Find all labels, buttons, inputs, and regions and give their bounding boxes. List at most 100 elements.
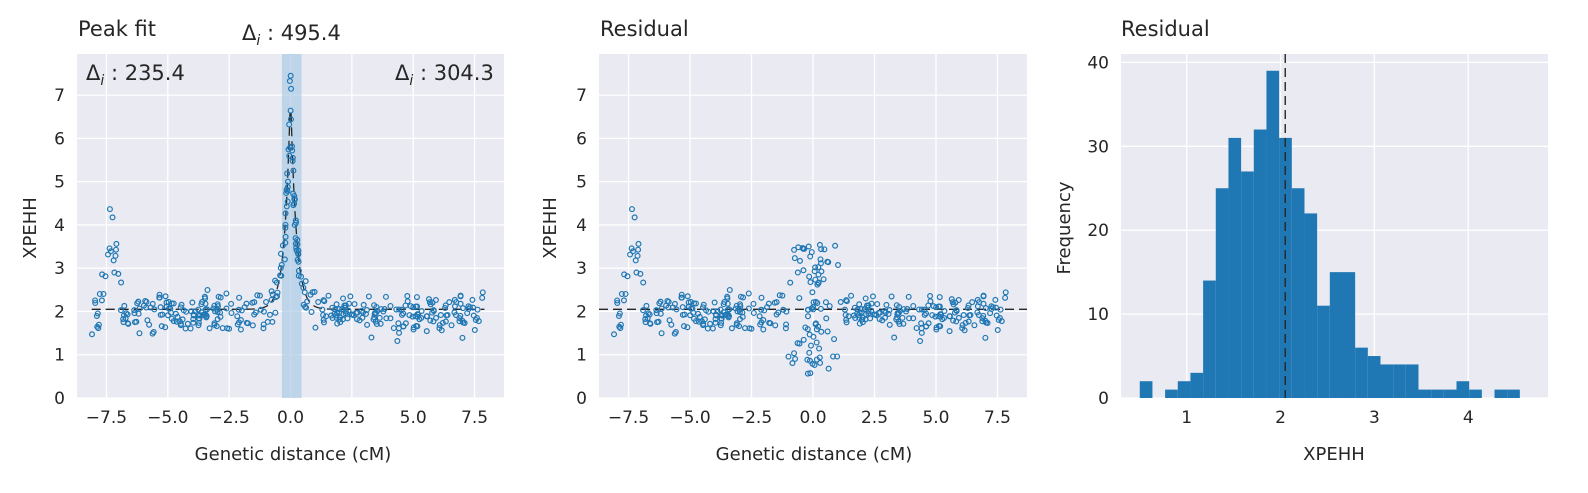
residual-point: [736, 308, 743, 315]
residual-point: [854, 306, 861, 313]
histogram-bar: [1507, 389, 1520, 398]
residual-point: [692, 300, 699, 307]
peak-fit-point: [219, 325, 226, 332]
histogram-bar: [1266, 70, 1280, 398]
peak-fit-point: [294, 250, 301, 257]
residual-point: [621, 271, 628, 278]
residual-point: [837, 299, 844, 306]
residual-point: [906, 315, 913, 322]
residual-point: [896, 303, 903, 310]
peak-fit-point: [325, 292, 332, 299]
residual-point: [815, 323, 822, 330]
residual-point: [936, 294, 943, 301]
peak-fit-point: [321, 298, 328, 305]
residual-point: [733, 302, 740, 309]
peak-fit-point: [277, 264, 284, 271]
peak-fit-point: [295, 258, 302, 265]
residual-point: [936, 303, 943, 310]
peak-fit-point: [360, 301, 367, 308]
residual-point: [643, 302, 650, 309]
peak-fit-point: [333, 314, 340, 321]
peak-fit-xlabel: Genetic distance (cM): [195, 444, 392, 465]
residual-point: [800, 267, 807, 274]
peak-fit-point: [159, 311, 166, 318]
histogram-bar: [1291, 188, 1305, 398]
peak-fit-point: [347, 293, 354, 300]
peak-fit-point: [251, 299, 258, 306]
peak-fit-point: [358, 307, 365, 314]
residual-point: [812, 264, 819, 271]
peak-fit-point: [287, 107, 294, 114]
residual-point: [927, 293, 934, 300]
delta-right-value: 304.3: [434, 61, 494, 85]
residual-point: [620, 297, 627, 304]
delta-left-value: 235.4: [125, 61, 185, 85]
residual-point: [969, 299, 976, 306]
histogram-bar: [1393, 364, 1406, 398]
peak-fit-point: [289, 143, 296, 150]
residual-point: [666, 317, 673, 324]
peak-fit-point: [272, 277, 279, 284]
peak-fit-point: [199, 299, 206, 306]
peak-fit-point: [471, 327, 478, 334]
residual-point: [835, 261, 842, 268]
peak-fit-point: [287, 72, 294, 79]
peak-fit-point: [202, 295, 209, 302]
peak-fit-x-tick-label: −5.0: [147, 408, 188, 428]
peak-fit-point: [143, 298, 150, 305]
residual-point: [825, 365, 832, 372]
residual-point: [611, 331, 618, 338]
residual-scatter-y-tick-label: 3: [576, 259, 587, 279]
residual-point: [791, 246, 798, 253]
histogram-bar: [1241, 171, 1254, 398]
peak-fit-point: [416, 316, 423, 323]
peak-fit-point: [451, 309, 458, 316]
peak-fit-point: [92, 297, 99, 304]
residual-point: [711, 299, 718, 306]
peak-fit-point: [192, 308, 199, 315]
peak-fit-point: [412, 313, 419, 320]
histogram-bar: [1494, 389, 1508, 398]
residual-point: [700, 301, 707, 308]
peak-fit-point: [396, 329, 403, 336]
peak-fit-point: [120, 316, 127, 323]
peak-fit-plot-area: [77, 54, 504, 399]
peak-fit-point: [266, 311, 273, 318]
peak-fit-point: [190, 319, 197, 326]
peak-fit-point: [272, 309, 279, 316]
peak-fit-x-tick-label: 5.0: [400, 408, 427, 428]
residual-point: [843, 319, 850, 326]
residual-point: [628, 206, 635, 213]
peak-fit-point: [368, 334, 375, 341]
residual-point: [629, 248, 636, 255]
residual-point: [910, 302, 917, 309]
residual-point: [899, 314, 906, 321]
residual-point: [831, 336, 838, 343]
peak-fit-point: [362, 310, 369, 317]
peak-fit-point: [236, 294, 243, 301]
peak-fit-point: [99, 271, 106, 278]
peak-fit-point: [290, 167, 297, 174]
peak-fit-point: [144, 317, 151, 324]
peak-fit-point: [433, 314, 440, 321]
peak-fit-point: [257, 306, 264, 313]
peak-fit-point: [295, 247, 302, 254]
peak-fit-curve: [91, 110, 485, 310]
peak-fit-point: [459, 334, 466, 341]
peak-fit-point: [387, 302, 394, 309]
residual-point: [712, 319, 719, 326]
peak-fit-point: [214, 308, 221, 315]
peak-fit-point: [437, 311, 444, 318]
residual-point: [822, 299, 829, 306]
peak-fit-point: [204, 286, 211, 293]
residual-point: [965, 318, 972, 325]
residual-point: [614, 299, 621, 306]
peak-fit-point: [254, 292, 261, 299]
peak-fit-point: [217, 294, 224, 301]
residual-point: [761, 307, 768, 314]
residual-point: [700, 304, 707, 311]
residual-point: [645, 310, 652, 317]
peak-fit-point: [112, 246, 119, 253]
residual-point: [980, 300, 987, 307]
residual-point: [804, 326, 811, 333]
